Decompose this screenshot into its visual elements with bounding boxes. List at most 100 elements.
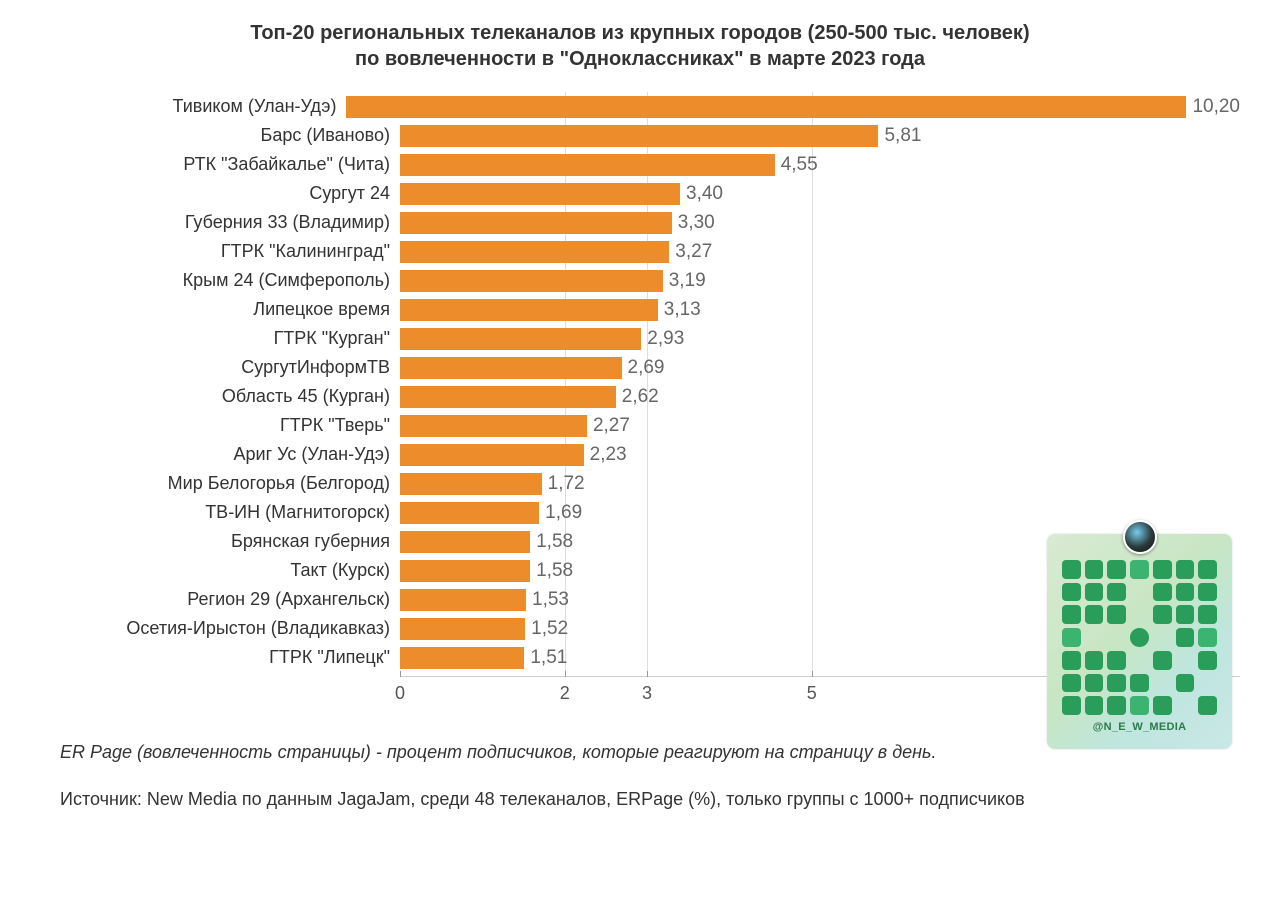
qr-cell xyxy=(1198,583,1217,602)
footnote-source: Источник: New Media по данным JagaJam, с… xyxy=(60,789,1240,810)
qr-cell xyxy=(1085,560,1104,579)
x-tick xyxy=(647,671,648,677)
title-line-1: Топ-20 региональных телеканалов из крупн… xyxy=(250,22,1029,44)
bar-row: РТК "Забайкалье" (Чита) 4,55 xyxy=(40,150,1240,179)
qr-cell xyxy=(1130,605,1149,624)
qr-cell xyxy=(1130,696,1149,715)
qr-code-box: @N_E_W_MEDIA xyxy=(1047,534,1232,749)
bar xyxy=(400,531,530,553)
bar xyxy=(400,183,680,205)
qr-cell xyxy=(1198,628,1217,647)
value-label: 1,58 xyxy=(536,560,573,582)
value-label: 1,51 xyxy=(530,647,567,669)
bar xyxy=(400,502,539,524)
category-label: Липецкое время xyxy=(40,299,400,320)
category-label: РТК "Забайкалье" (Чита) xyxy=(40,154,400,175)
value-label: 2,62 xyxy=(622,386,659,408)
value-label: 1,58 xyxy=(536,531,573,553)
x-tick-label: 0 xyxy=(395,683,405,704)
qr-cell xyxy=(1085,628,1104,647)
qr-cell xyxy=(1107,628,1126,647)
value-label: 2,23 xyxy=(590,444,627,466)
value-label: 3,19 xyxy=(669,270,706,292)
qr-cell xyxy=(1107,605,1126,624)
bar xyxy=(400,125,878,147)
qr-cell xyxy=(1153,605,1172,624)
x-tick-label: 3 xyxy=(642,683,652,704)
value-label: 1,52 xyxy=(531,618,568,640)
bar xyxy=(400,241,669,263)
category-label: СургутИнформТВ xyxy=(40,357,400,378)
qr-cell xyxy=(1176,605,1195,624)
category-label: Мир Белогорья (Белгород) xyxy=(40,473,400,494)
bar xyxy=(400,444,584,466)
qr-cell xyxy=(1153,651,1172,670)
bar xyxy=(400,386,616,408)
bar-row: Губерния 33 (Владимир)3,30 xyxy=(40,208,1240,237)
qr-cell xyxy=(1153,583,1172,602)
qr-cell xyxy=(1107,674,1126,693)
chart-title: Топ-20 региональных телеканалов из крупн… xyxy=(40,20,1240,72)
bar-row: ГТРК "Курган"2,93 xyxy=(40,324,1240,353)
qr-cell xyxy=(1198,696,1217,715)
bar xyxy=(400,299,658,321)
category-label: Область 45 (Курган) xyxy=(40,386,400,407)
qr-cell xyxy=(1062,628,1081,647)
qr-cell xyxy=(1085,696,1104,715)
bar xyxy=(400,212,672,234)
bar-row: Тивиком (Улан-Удэ) 10,20 xyxy=(40,92,1240,121)
qr-cell xyxy=(1085,583,1104,602)
bar xyxy=(400,560,530,582)
qr-cell xyxy=(1176,583,1195,602)
qr-cell xyxy=(1176,696,1195,715)
qr-cell xyxy=(1107,651,1126,670)
bar xyxy=(400,415,587,437)
category-label: Крым 24 (Симферополь) xyxy=(40,270,400,291)
title-line-2: по вовлеченности в "Одноклассниках" в ма… xyxy=(355,48,925,70)
qr-cell xyxy=(1062,696,1081,715)
bar xyxy=(400,618,525,640)
bar xyxy=(400,647,524,669)
qr-cell xyxy=(1176,674,1195,693)
qr-cell xyxy=(1153,696,1172,715)
qr-cell xyxy=(1198,605,1217,624)
value-label: 10,20 xyxy=(1192,96,1240,118)
qr-cell xyxy=(1153,628,1172,647)
qr-cell xyxy=(1198,674,1217,693)
category-label: ТВ-ИН (Магнитогорск) xyxy=(40,502,400,523)
value-label: 1,69 xyxy=(545,502,582,524)
value-label: 2,27 xyxy=(593,415,630,437)
bar xyxy=(400,589,526,611)
value-label: 3,30 xyxy=(678,212,715,234)
value-label: 4,55 xyxy=(781,154,818,176)
qr-cell xyxy=(1153,674,1172,693)
qr-cell xyxy=(1130,583,1149,602)
qr-cell xyxy=(1062,651,1081,670)
qr-cell xyxy=(1130,560,1149,579)
category-label: Брянская губерния xyxy=(40,531,400,552)
qr-cell xyxy=(1198,651,1217,670)
bar xyxy=(346,96,1186,118)
qr-cell xyxy=(1176,651,1195,670)
qr-cell xyxy=(1107,560,1126,579)
category-label: Такт (Курск) xyxy=(40,560,400,581)
qr-code-icon xyxy=(1062,560,1217,715)
category-label: Осетия-Ирыстон (Владикавказ) xyxy=(40,618,400,639)
bar-row: ГТРК "Тверь"2,27 xyxy=(40,411,1240,440)
category-label: ГТРК "Калининград" xyxy=(40,241,400,262)
value-label: 1,72 xyxy=(548,473,585,495)
qr-cell xyxy=(1085,605,1104,624)
qr-cell xyxy=(1062,560,1081,579)
qr-cell xyxy=(1176,628,1195,647)
qr-cell xyxy=(1062,674,1081,693)
category-label: Тивиком (Улан-Удэ) xyxy=(40,96,346,117)
bar xyxy=(400,154,775,176)
qr-cell xyxy=(1153,560,1172,579)
value-label: 3,13 xyxy=(664,299,701,321)
bar xyxy=(400,270,663,292)
qr-cell xyxy=(1085,651,1104,670)
value-label: 3,40 xyxy=(686,183,723,205)
qr-cell xyxy=(1085,674,1104,693)
bar xyxy=(400,357,622,379)
bar-row: Ариг Ус (Улан-Удэ)2,23 xyxy=(40,440,1240,469)
